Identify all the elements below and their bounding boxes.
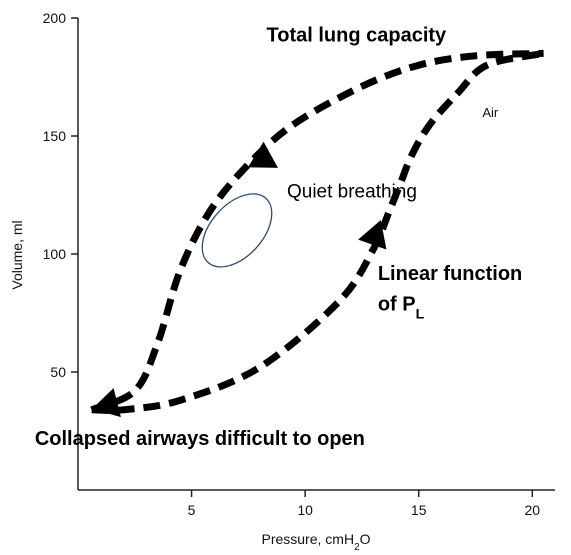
start-arrowhead (92, 388, 121, 418)
curves (90, 49, 545, 418)
deflation-arrowhead (247, 141, 278, 168)
axes (77, 18, 555, 491)
annotation-4: of PL (378, 294, 425, 322)
y-tick-label: 150 (43, 128, 67, 144)
axis-ticks: 5 10 15 20 50 100 150 200 (43, 10, 541, 518)
x-tick-label: 10 (297, 502, 313, 518)
pv-curve-lower (91, 49, 545, 414)
x-tick-label: 20 (524, 502, 540, 518)
quiet-breathing-loop (201, 193, 273, 268)
y-tick-label: 100 (43, 246, 67, 262)
annotation-5: Collapsed airways difficult to open (35, 428, 365, 450)
x-axis-label: Pressure, cmH2O (261, 531, 370, 553)
annotation-0: Total lung capacity (267, 25, 448, 47)
x-tick-label: 5 (188, 502, 196, 518)
y-tick-label: 50 (50, 364, 66, 380)
inflation-arrowhead (358, 220, 387, 250)
x-tick-label: 15 (411, 502, 427, 518)
pv-curve-upper (90, 49, 544, 414)
annotation-1: Quiet breathing (287, 181, 417, 202)
annotations: Total lung capacity Quiet breathing Air Lin… (35, 25, 522, 451)
annotation-2: Air (482, 105, 499, 120)
y-axis-label: Volume, ml (9, 220, 25, 289)
annotation-3: Linear function (378, 263, 522, 285)
y-tick-label: 200 (43, 10, 67, 26)
